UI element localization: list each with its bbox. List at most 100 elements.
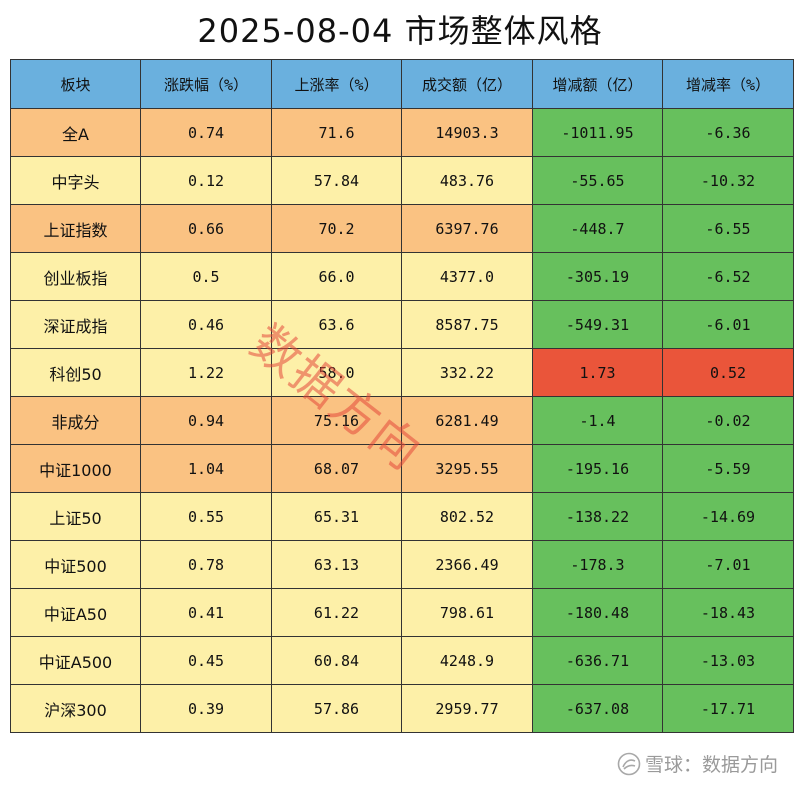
page-title: 2025-08-04 市场整体风格 <box>197 12 603 50</box>
sector-name-cell: 中证A50 <box>10 588 141 637</box>
sector-name-cell: 科创50 <box>10 348 141 397</box>
value-cell: 4248.9 <box>401 636 533 685</box>
value-cell: 0.52 <box>662 348 794 397</box>
table-row: 上证指数 0.66 70.2 6397.76 -448.7 -6.55 <box>10 204 794 253</box>
header-cell: 增减额（亿） <box>532 59 663 109</box>
value-cell: -14.69 <box>662 492 794 541</box>
table-row: 科创50 1.22 58.0 332.22 1.73 0.52 <box>10 348 794 397</box>
table-row: 中证500 0.78 63.13 2366.49 -178.3 -7.01 <box>10 540 794 589</box>
table-row: 上证50 0.55 65.31 802.52 -138.22 -14.69 <box>10 492 794 541</box>
value-cell: 0.39 <box>140 684 272 733</box>
value-cell: 0.5 <box>140 252 272 301</box>
value-cell: 2959.77 <box>401 684 533 733</box>
value-cell: 65.31 <box>271 492 402 541</box>
market-style-table: 板块 涨跌幅（%） 上涨率（%） 成交额（亿） 增减额（亿） 增减率（%） 全A… <box>10 59 794 733</box>
sector-name-cell: 非成分 <box>10 396 141 445</box>
value-cell: 0.12 <box>140 156 272 205</box>
value-cell: 0.55 <box>140 492 272 541</box>
header-cell: 板块 <box>10 59 141 109</box>
value-cell: -7.01 <box>662 540 794 589</box>
footer-brand: 雪球：数据方向 <box>617 750 778 777</box>
sector-name-cell: 中证1000 <box>10 444 141 493</box>
sector-name-cell: 创业板指 <box>10 252 141 301</box>
value-cell: -0.02 <box>662 396 794 445</box>
value-cell: 57.84 <box>271 156 402 205</box>
value-cell: -178.3 <box>532 540 663 589</box>
value-cell: -549.31 <box>532 300 663 349</box>
value-cell: 66.0 <box>271 252 402 301</box>
value-cell: -55.65 <box>532 156 663 205</box>
value-cell: 0.46 <box>140 300 272 349</box>
sector-name-cell: 全A <box>10 108 141 157</box>
value-cell: -180.48 <box>532 588 663 637</box>
table-row: 创业板指 0.5 66.0 4377.0 -305.19 -6.52 <box>10 252 794 301</box>
table-row: 中证1000 1.04 68.07 3295.55 -195.16 -5.59 <box>10 444 794 493</box>
value-cell: -448.7 <box>532 204 663 253</box>
table-row: 中证A50 0.41 61.22 798.61 -180.48 -18.43 <box>10 588 794 637</box>
table-row: 非成分 0.94 75.16 6281.49 -1.4 -0.02 <box>10 396 794 445</box>
value-cell: -17.71 <box>662 684 794 733</box>
value-cell: 0.74 <box>140 108 272 157</box>
value-cell: 75.16 <box>271 396 402 445</box>
sector-name-cell: 上证指数 <box>10 204 141 253</box>
value-cell: 0.66 <box>140 204 272 253</box>
value-cell: 0.94 <box>140 396 272 445</box>
sector-name-cell: 中证A500 <box>10 636 141 685</box>
value-cell: 8587.75 <box>401 300 533 349</box>
value-cell: -138.22 <box>532 492 663 541</box>
value-cell: -6.36 <box>662 108 794 157</box>
value-cell: 3295.55 <box>401 444 533 493</box>
value-cell: 2366.49 <box>401 540 533 589</box>
value-cell: 483.76 <box>401 156 533 205</box>
value-cell: 6281.49 <box>401 396 533 445</box>
header-cell: 成交额（亿） <box>401 59 533 109</box>
value-cell: 70.2 <box>271 204 402 253</box>
value-cell: 332.22 <box>401 348 533 397</box>
value-cell: 58.0 <box>271 348 402 397</box>
value-cell: 14903.3 <box>401 108 533 157</box>
sector-name-cell: 深证成指 <box>10 300 141 349</box>
header-cell: 上涨率（%） <box>271 59 402 109</box>
value-cell: 60.84 <box>271 636 402 685</box>
snowball-logo-icon <box>617 752 641 775</box>
value-cell: -10.32 <box>662 156 794 205</box>
header-row: 板块 涨跌幅（%） 上涨率（%） 成交额（亿） 增减额（亿） 增减率（%） <box>10 59 794 109</box>
value-cell: 802.52 <box>401 492 533 541</box>
sector-name-cell: 上证50 <box>10 492 141 541</box>
value-cell: 1.22 <box>140 348 272 397</box>
value-cell: -1011.95 <box>532 108 663 157</box>
header-cell: 涨跌幅（%） <box>140 59 272 109</box>
table-row: 沪深300 0.39 57.86 2959.77 -637.08 -17.71 <box>10 684 794 733</box>
table-row: 中字头 0.12 57.84 483.76 -55.65 -10.32 <box>10 156 794 205</box>
value-cell: -195.16 <box>532 444 663 493</box>
value-cell: -5.59 <box>662 444 794 493</box>
value-cell: -305.19 <box>532 252 663 301</box>
value-cell: 0.45 <box>140 636 272 685</box>
value-cell: -13.03 <box>662 636 794 685</box>
value-cell: -636.71 <box>532 636 663 685</box>
value-cell: 798.61 <box>401 588 533 637</box>
value-cell: -1.4 <box>532 396 663 445</box>
header-cell: 增减率（%） <box>662 59 794 109</box>
value-cell: 71.6 <box>271 108 402 157</box>
value-cell: 0.78 <box>140 540 272 589</box>
value-cell: -6.55 <box>662 204 794 253</box>
table-row: 深证成指 0.46 63.6 8587.75 -549.31 -6.01 <box>10 300 794 349</box>
value-cell: 0.41 <box>140 588 272 637</box>
value-cell: 1.04 <box>140 444 272 493</box>
value-cell: 6397.76 <box>401 204 533 253</box>
footer-text: 雪球：数据方向 <box>644 754 778 776</box>
value-cell: -637.08 <box>532 684 663 733</box>
value-cell: 61.22 <box>271 588 402 637</box>
table-body: 全A 0.74 71.6 14903.3 -1011.95 -6.36 中字头 0.12 57.… <box>10 108 794 733</box>
value-cell: -6.01 <box>662 300 794 349</box>
table-row: 中证A500 0.45 60.84 4248.9 -636.71 -13.03 <box>10 636 794 685</box>
value-cell: 68.07 <box>271 444 402 493</box>
value-cell: 63.6 <box>271 300 402 349</box>
table-row: 全A 0.74 71.6 14903.3 -1011.95 -6.36 <box>10 108 794 157</box>
value-cell: -18.43 <box>662 588 794 637</box>
value-cell: 1.73 <box>532 348 663 397</box>
sector-name-cell: 沪深300 <box>10 684 141 733</box>
value-cell: 4377.0 <box>401 252 533 301</box>
value-cell: 63.13 <box>271 540 402 589</box>
